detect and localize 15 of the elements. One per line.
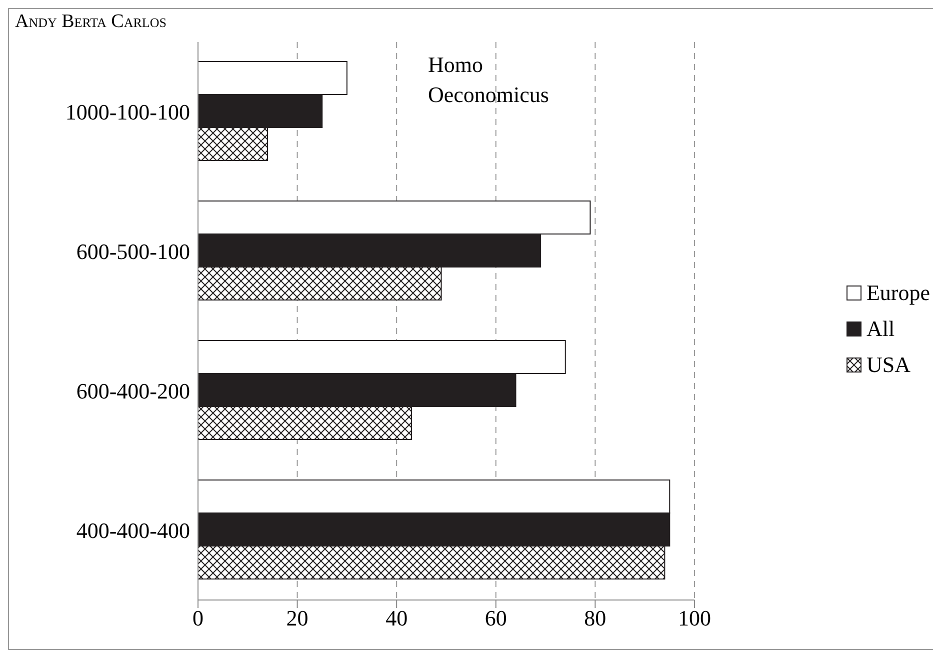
legend-label: Europe (866, 280, 930, 306)
x-tick-label: 100 (678, 606, 711, 631)
x-tick-label: 40 (386, 606, 408, 631)
legend-label: All (866, 316, 895, 342)
y-tick-label: 1000-100-100 (65, 100, 190, 125)
annotation: Homo Oeconomicus (428, 51, 550, 109)
x-tick-label: 60 (484, 606, 507, 631)
y-tick-label: 600-500-100 (76, 239, 190, 264)
y-tick-label: 600-400-200 (76, 378, 190, 404)
x-tick-label: 80 (584, 606, 606, 631)
y-tick-label: 400-400-400 (76, 518, 190, 544)
chart-title: Andy Berta Carlos (15, 11, 166, 33)
x-tick-label: 20 (286, 606, 308, 631)
x-tick-label: 0 (192, 606, 204, 631)
text: USA (866, 352, 910, 378)
